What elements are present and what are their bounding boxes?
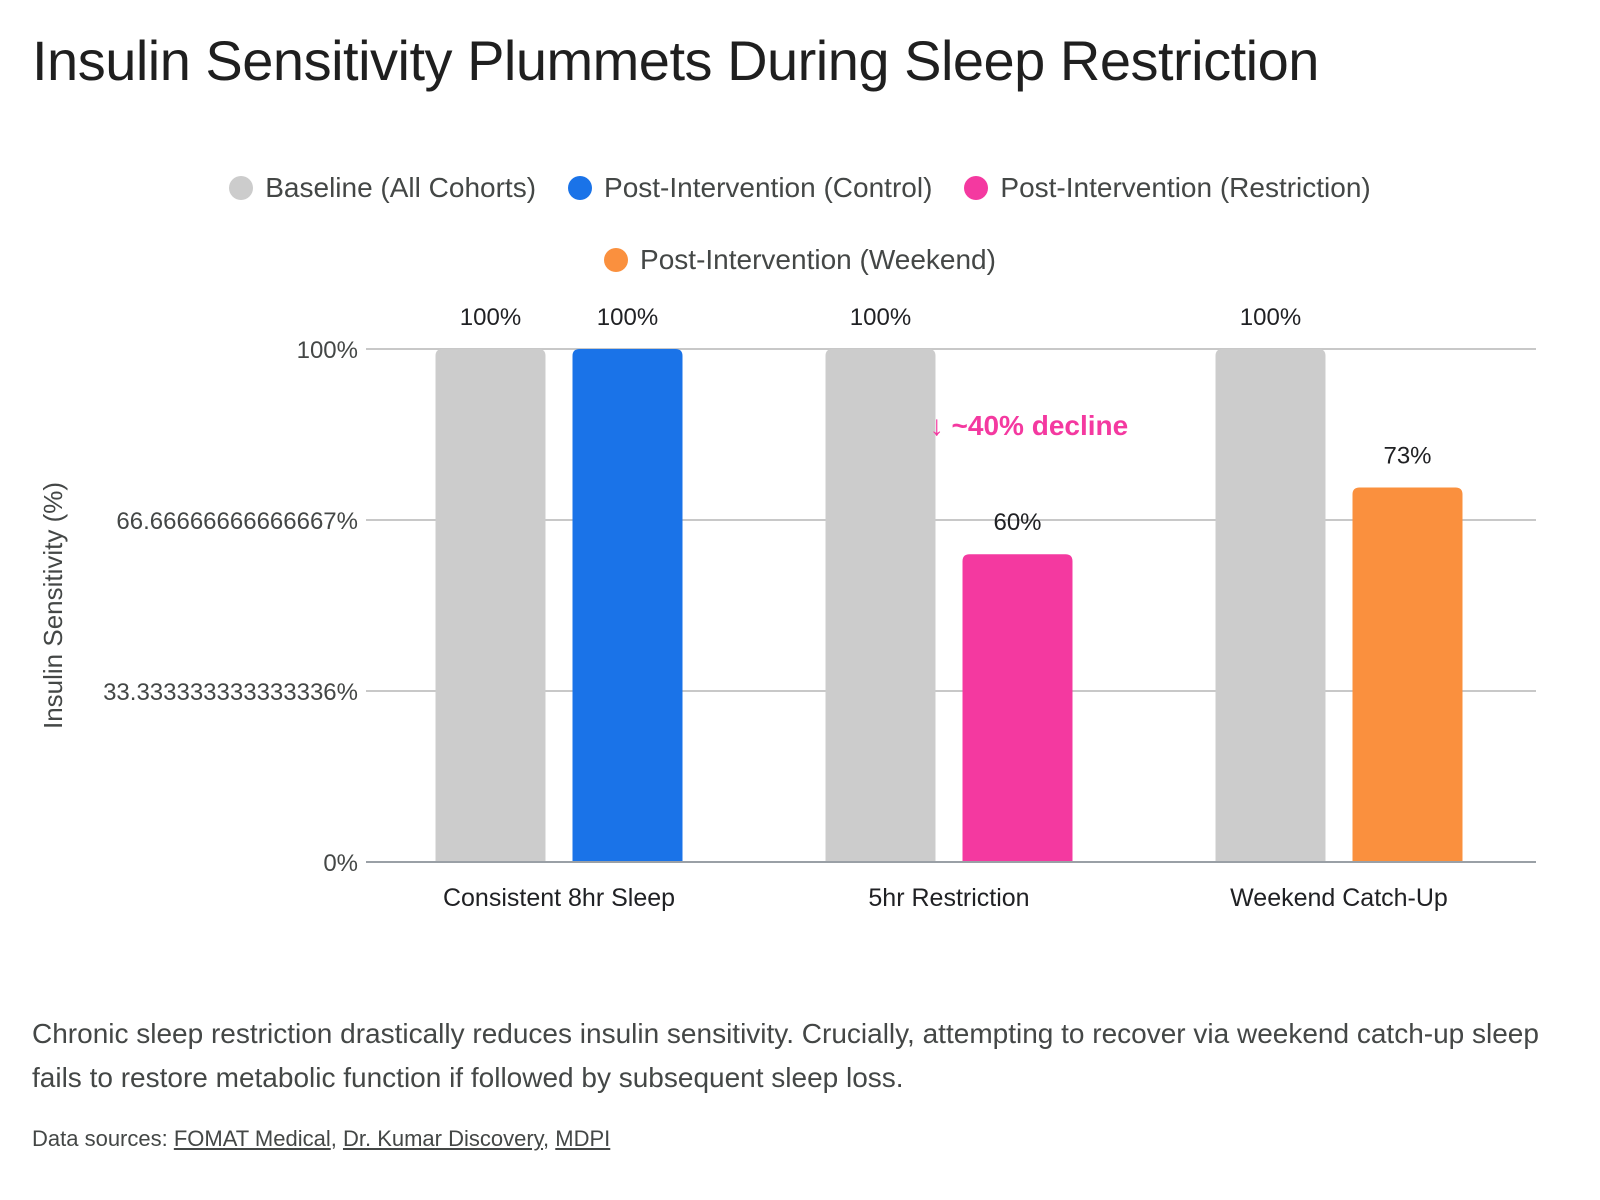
bar — [572, 349, 683, 862]
data-label: 73% — [1383, 443, 1431, 470]
bar — [825, 349, 936, 862]
data-label: 60% — [993, 509, 1041, 536]
bar — [962, 554, 1073, 862]
source-link-dr-kumar-discovery[interactable]: Dr. Kumar Discovery — [342, 1126, 544, 1151]
chart-caption: Chronic sleep restriction drastically re… — [32, 1018, 1539, 1093]
source-link-fomat-medical[interactable]: FOMAT Medical — [173, 1126, 331, 1151]
bar — [1352, 487, 1463, 862]
y-tick-label: 100% — [297, 337, 358, 364]
sources-separator: , — [543, 1126, 556, 1151]
legend-label-baseline: Baseline (All Cohorts) — [265, 172, 537, 203]
legend-swatch-restriction — [964, 176, 989, 200]
sources-separator: , — [330, 1126, 343, 1151]
bar — [435, 349, 546, 862]
bar-chart: 0% 33.333333333333336% 66.66666666666667% 1… — [38, 304, 1536, 912]
legend-label-control: Post-Intervention (Control) — [604, 172, 933, 203]
data-label: 100% — [1240, 304, 1301, 331]
data-label: 100% — [597, 304, 658, 331]
y-tick-label: 66.66666666666667% — [116, 508, 358, 535]
y-tick-label: 0% — [323, 850, 358, 877]
legend-row-1: Baseline (All Cohorts) Post-Intervention… — [0, 168, 1600, 208]
x-tick-label: Consistent 8hr Sleep — [443, 884, 675, 912]
bar — [1215, 349, 1326, 862]
source-link-mdpi[interactable]: MDPI — [555, 1126, 611, 1151]
legend-label-restriction: Post-Intervention (Restriction) — [1000, 172, 1371, 203]
legend-swatch-baseline — [229, 176, 254, 200]
data-sources: Data sources: FOMAT Medical, Dr. Kumar D… — [32, 1126, 610, 1152]
legend-item-control[interactable]: Post-Intervention (Control) — [568, 172, 932, 204]
legend-row-2: Post-Intervention (Weekend) — [0, 240, 1600, 280]
sources-prefix: Data sources: — [32, 1126, 174, 1151]
annotation-decline: ↓ ~40% decline — [930, 410, 1128, 441]
data-label: 100% — [850, 304, 911, 331]
legend-swatch-control — [568, 176, 593, 200]
x-tick-label: 5hr Restriction — [868, 884, 1029, 912]
y-tick-label: 33.333333333333336% — [103, 679, 358, 706]
legend-item-restriction[interactable]: Post-Intervention (Restriction) — [964, 172, 1371, 204]
x-tick-label: Weekend Catch-Up — [1230, 884, 1448, 912]
legend-swatch-weekend — [604, 248, 629, 272]
legend-item-weekend[interactable]: Post-Intervention (Weekend) — [604, 244, 996, 276]
legend-label-weekend: Post-Intervention (Weekend) — [640, 244, 996, 275]
chart-legend: Baseline (All Cohorts) Post-Intervention… — [0, 168, 1600, 312]
y-axis-label: Insulin Sensitivity (%) — [38, 482, 68, 729]
legend-item-baseline[interactable]: Baseline (All Cohorts) — [229, 172, 536, 204]
data-label: 100% — [460, 304, 521, 331]
chart-title: Insulin Sensitivity Plummets During Slee… — [32, 29, 1319, 92]
